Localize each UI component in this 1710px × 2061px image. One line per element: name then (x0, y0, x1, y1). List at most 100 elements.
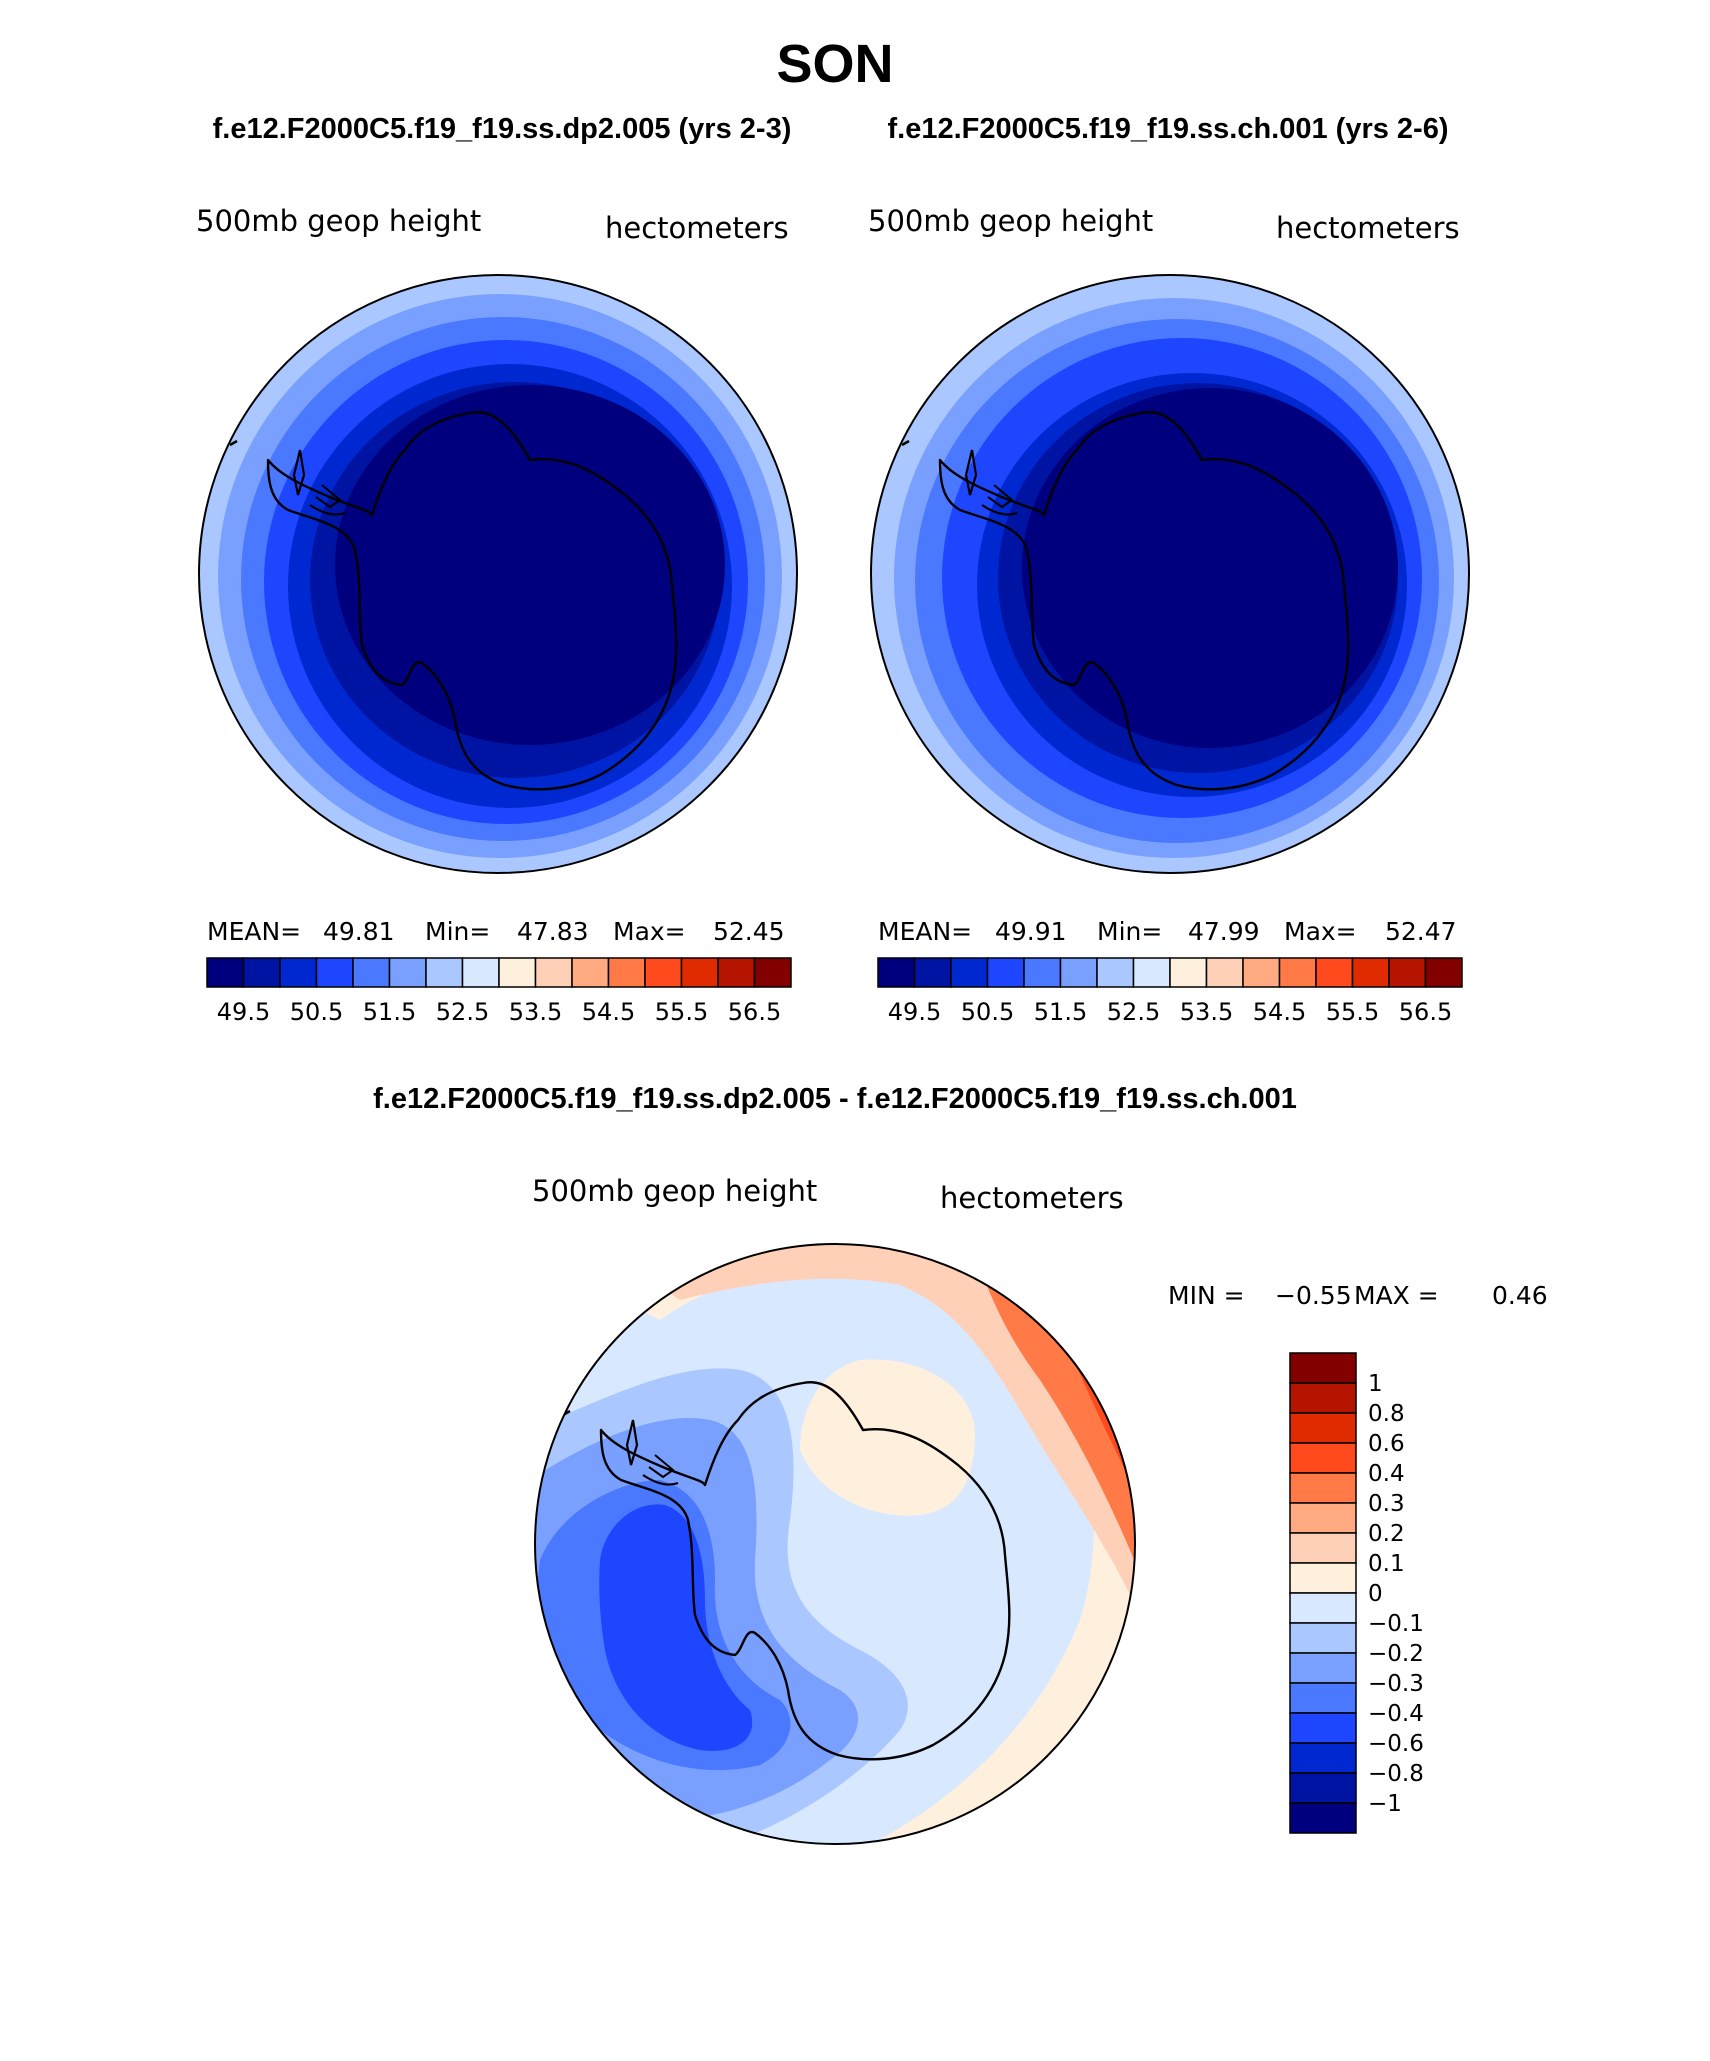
colorbar-label: −0.2 (1368, 1641, 1424, 1667)
colorbar-box (1289, 1532, 1357, 1564)
panel-1-variable: 500mb geop height (196, 204, 481, 238)
colorbar-box (1289, 1652, 1357, 1684)
colorbar-box (1059, 957, 1098, 988)
colorbar-box (986, 957, 1025, 988)
panel-2-min-value: 47.99 (1188, 917, 1260, 946)
colorbar-label: 49.5 (888, 998, 941, 1026)
panel-1-mean-label: MEAN= (207, 917, 301, 946)
colorbar-box (315, 957, 354, 988)
diff-min-label: MIN = (1168, 1281, 1245, 1310)
colorbar-label: 0.1 (1368, 1551, 1405, 1577)
colorbar-box (1278, 957, 1317, 988)
colorbar-box (425, 957, 464, 988)
panel-1-colorbar: 49.5 50.5 51.5 52.5 53.5 54.5 55.5 56.5 (206, 957, 792, 1026)
colorbar-box (1289, 1592, 1357, 1624)
panel-1: 500mb geop height hectometers MEAN= 49.8… (196, 204, 798, 1026)
colorbar-label: 0 (1368, 1581, 1383, 1607)
colorbar-label: 51.5 (363, 998, 416, 1026)
colorbar-box (1388, 957, 1427, 988)
colorbar-label: 53.5 (1180, 998, 1233, 1026)
colorbar-label: 54.5 (582, 998, 635, 1026)
colorbar-label: 0.2 (1368, 1521, 1405, 1547)
colorbar-box (717, 957, 756, 988)
colorbar-box (1205, 957, 1244, 988)
colorbar-box (206, 957, 245, 988)
contour-band (335, 385, 725, 745)
panel-1-max-label: Max= (613, 917, 686, 946)
colorbar-box (352, 957, 391, 988)
colorbar-label: 50.5 (961, 998, 1014, 1026)
diff-panel-variable: 500mb geop height (532, 1174, 817, 1208)
panel-2: 500mb geop height hectometers MEAN= 49.9… (868, 204, 1470, 1026)
diff-panel-title: f.e12.F2000C5.f19_f19.ss.dp2.005 - f.e12… (373, 1083, 1297, 1115)
colorbar-label: 0.8 (1368, 1401, 1405, 1427)
colorbar-label: 0.4 (1368, 1461, 1405, 1487)
panel-1-min-value: 47.83 (517, 917, 589, 946)
colorbar-box (1289, 1562, 1357, 1594)
colorbar-label: −0.6 (1368, 1731, 1424, 1757)
colorbar-box (242, 957, 281, 988)
panel-1-map-boundary (198, 274, 798, 874)
colorbar-box (753, 957, 792, 988)
colorbar-box (1351, 957, 1390, 988)
colorbar-box (1023, 957, 1062, 988)
panel-2-map (871, 275, 1469, 873)
colorbar-label: −0.3 (1368, 1671, 1424, 1697)
colorbar-box (1289, 1772, 1357, 1804)
colorbar-box (1289, 1412, 1357, 1444)
colorbar-box (877, 957, 916, 988)
panel-2-max-value: 52.47 (1385, 917, 1457, 946)
colorbar-box (1132, 957, 1171, 988)
colorbar-label: −0.1 (1368, 1611, 1424, 1637)
colorbar-box (571, 957, 610, 988)
colorbar-label: −1 (1368, 1791, 1402, 1817)
panel-2-map-boundary (870, 274, 1470, 874)
colorbar-label: 54.5 (1253, 998, 1306, 1026)
colorbar-label: −0.4 (1368, 1701, 1424, 1727)
panel-2-case-label: f.e12.F2000C5.f19_f19.ss.ch.001 (yrs 2-6… (887, 113, 1448, 145)
diff-colorbar: 1 0.8 0.6 0.4 0.3 0.2 0.1 0 −0.1 −0.2 −0.3 −0.4 −0.6… (1289, 1352, 1424, 1834)
colorbar-box (388, 957, 427, 988)
diff-max-label: MAX = (1354, 1281, 1439, 1310)
colorbar-box (1169, 957, 1208, 988)
colorbar-label: 56.5 (728, 998, 781, 1026)
diff-panel-map-boundary (534, 1243, 1136, 1845)
colorbar-box (1315, 957, 1354, 988)
colorbar-label: 55.5 (1326, 998, 1379, 1026)
colorbar-box (950, 957, 989, 988)
colorbar-label: 49.5 (217, 998, 270, 1026)
colorbar-label: 0.3 (1368, 1491, 1405, 1517)
panel-2-mean-value: 49.91 (995, 917, 1067, 946)
colorbar-box (1289, 1742, 1357, 1774)
colorbar-box (1289, 1502, 1357, 1534)
colorbar-box (461, 957, 500, 988)
colorbar-label: 0.6 (1368, 1431, 1405, 1457)
contour-band (800, 1359, 975, 1516)
colorbar-box (1289, 1682, 1357, 1714)
panel-1-mean-value: 49.81 (323, 917, 395, 946)
colorbar-box (1289, 1472, 1357, 1504)
diff-max-value: 0.46 (1492, 1281, 1548, 1310)
colorbar-box (1289, 1382, 1357, 1414)
colorbar-box (1424, 957, 1463, 988)
panel-1-map (199, 275, 797, 873)
panel-2-min-label: Min= (1097, 917, 1162, 946)
colorbar-box (680, 957, 719, 988)
panel-1-min-label: Min= (425, 917, 490, 946)
diff-min-value: −0.55 (1275, 1281, 1352, 1310)
colorbar-box (498, 957, 537, 988)
colorbar-box (1096, 957, 1135, 988)
colorbar-label: 53.5 (509, 998, 562, 1026)
colorbar-label: 56.5 (1399, 998, 1452, 1026)
colorbar-label: 52.5 (436, 998, 489, 1026)
panel-2-colorbar: 49.5 50.5 51.5 52.5 53.5 54.5 55.5 56.5 (877, 957, 1463, 1026)
colorbar-label: 1 (1368, 1371, 1383, 1397)
colorbar-box (644, 957, 683, 988)
colorbar-label: 55.5 (655, 998, 708, 1026)
colorbar-box (1289, 1802, 1357, 1834)
colorbar-box (1289, 1352, 1357, 1384)
diff-panel-units: hectometers (940, 1181, 1124, 1215)
panel-1-max-value: 52.45 (713, 917, 785, 946)
page-title: SON (776, 34, 893, 94)
